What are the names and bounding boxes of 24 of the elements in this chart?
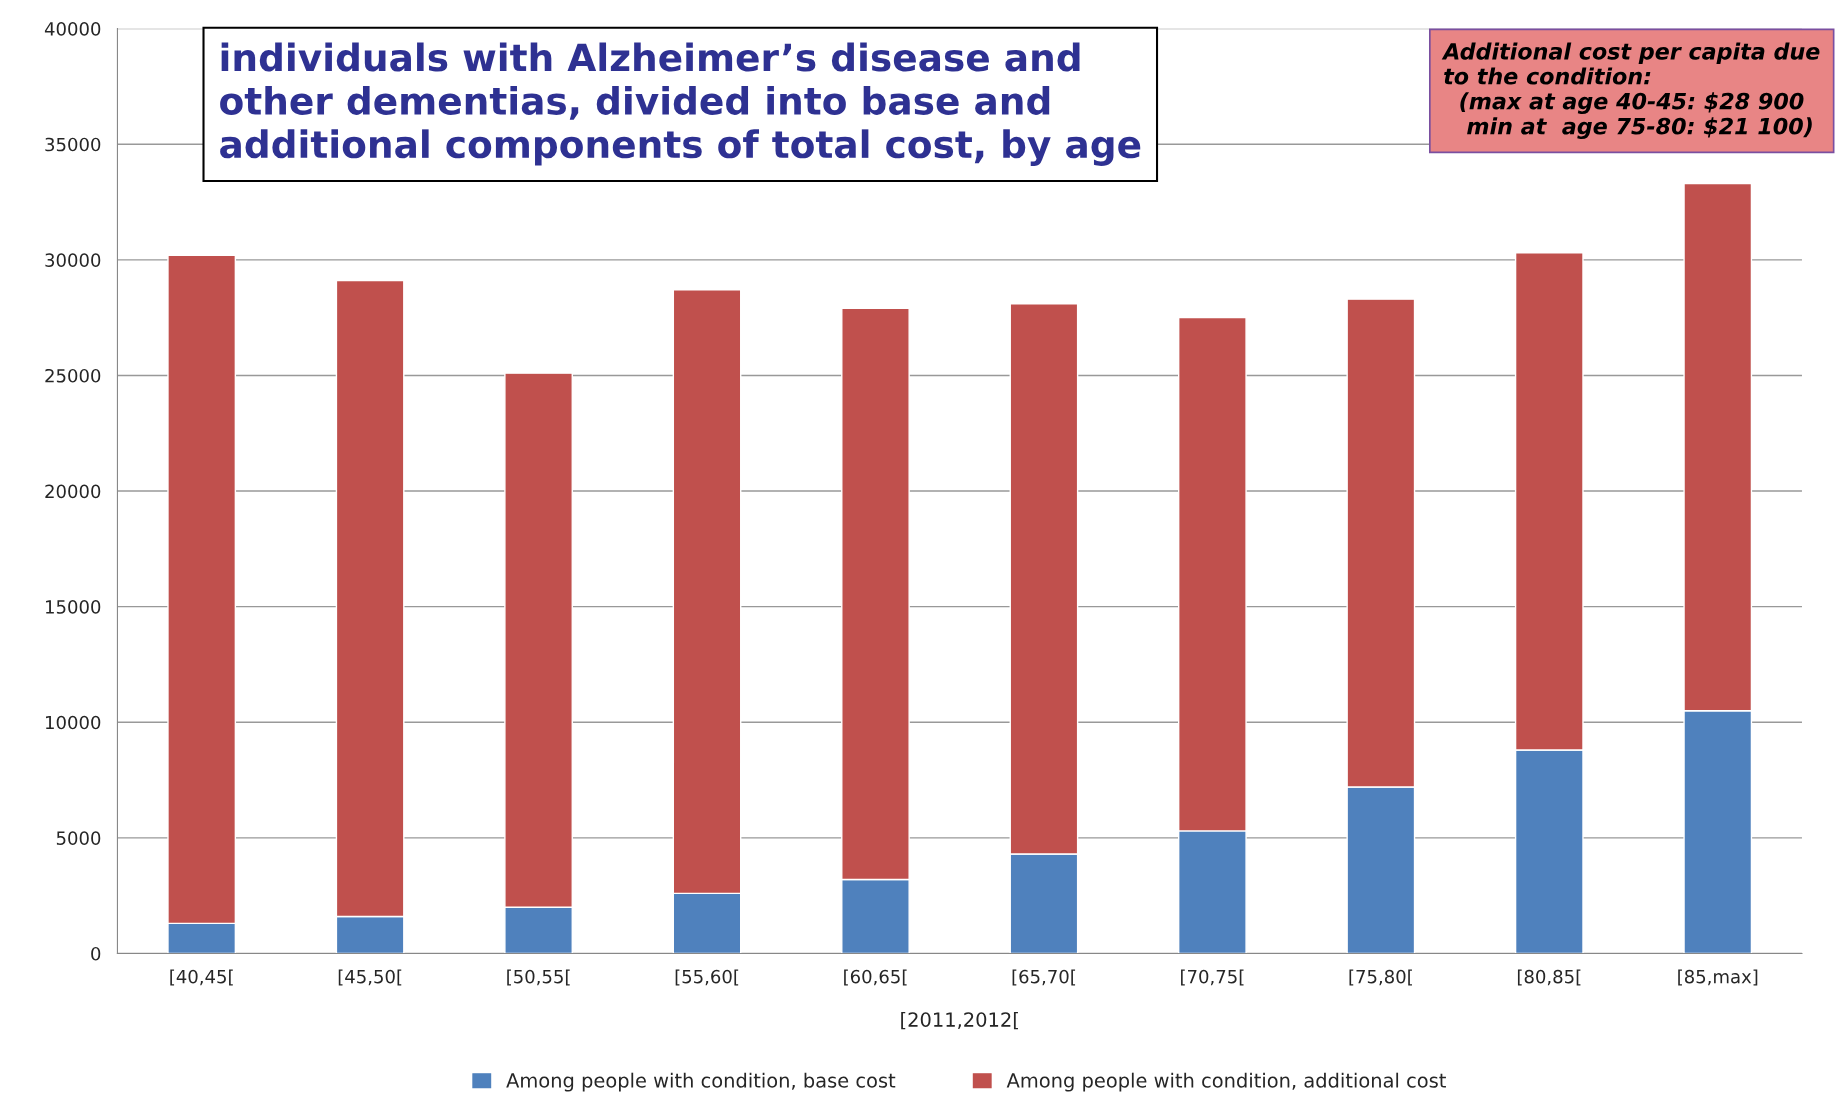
- x-tick-label: [85,max]: [1678, 969, 1758, 986]
- text: individuals with Alzheimer’s disease and other dementias, divided into base and additional components of total cost, by age: [220, 42, 1141, 166]
- x-tick-label: [55,60[: [675, 969, 739, 986]
- x-tick-label: [80,85[: [1517, 969, 1581, 986]
- y-tick-label: 30000: [45, 253, 101, 267]
- y-tick-label: 0: [91, 946, 101, 961]
- x-tick-label: [60,65[: [844, 969, 907, 986]
- x-tick-label: [50,55[: [507, 969, 570, 986]
- legend-label: Among people with condition, additional cost: [1006, 1072, 1446, 1092]
- x-tick-label: [70,75[: [1181, 969, 1244, 986]
- x-tick-label: [45,50[: [338, 969, 402, 986]
- annotation: Additional cost per capita due to the condition: (max at age 40-45: $28 900 min at age 75-80: $21 100): [1441, 42, 1820, 139]
- y-tick-label: 40000: [44, 22, 101, 36]
- y-tick-label: 15000: [46, 600, 101, 614]
- x-axis-title: [2011,2012[: [901, 1011, 1018, 1030]
- x-tick-label: [40,45[: [170, 969, 233, 986]
- y-tick-label: 5000: [56, 831, 101, 845]
- y-tick-label: 25000: [45, 368, 101, 383]
- x-tick-label: [65,70[: [1012, 969, 1076, 986]
- legend-label: Among people with condition, base cost: [506, 1072, 896, 1092]
- y-tick-label: 35000: [45, 137, 101, 152]
- y-tick-label: 10000: [46, 715, 101, 730]
- x-tick-label: [75,80[: [1349, 969, 1412, 986]
- y-tick-label: 20000: [45, 484, 101, 499]
